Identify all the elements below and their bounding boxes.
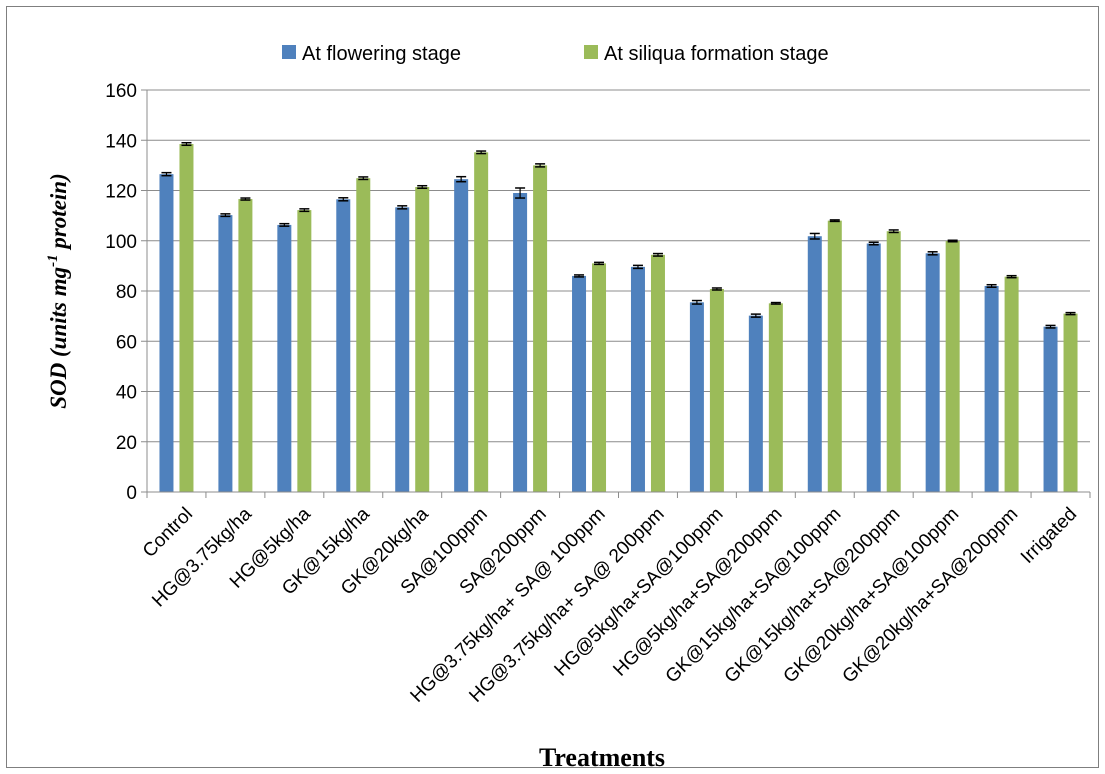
bar [297,210,312,492]
legend-swatch [584,45,598,59]
bar [709,288,724,492]
bar [768,303,783,492]
legend: At flowering stage At siliqua formation s… [282,43,829,65]
bar [513,193,528,492]
bar [827,220,842,492]
bar [1004,276,1019,492]
y-axis-title: SOD (units mg-1 protein) [45,173,71,409]
bar [159,174,174,492]
bar [454,179,469,492]
x-tick-labels: ControlHG@3.75kg/haHG@5kg/haGK@15kg/haGK… [139,503,1081,706]
bar [336,199,351,492]
bar [984,285,999,492]
bar [592,263,607,492]
legend-label: At siliqua formation stage [604,43,829,65]
y-tick-label: 40 [116,383,137,404]
bar [356,178,371,492]
legend-swatch [282,45,296,59]
bar [886,231,901,492]
bar [179,144,194,493]
bar [866,243,881,492]
bar [925,253,940,492]
bars [159,142,1078,493]
axes [146,90,1091,498]
bar [650,254,665,492]
y-axis-title-main: SOD (units mg [46,267,71,409]
y-tick-label: 80 [116,282,137,303]
y-tick-label: 60 [116,332,137,353]
x-tick-label: HG@3.75kg/ha [148,503,256,611]
y-axis-title-tail: protein) [46,173,71,254]
bar [277,224,292,492]
bar [807,236,822,492]
y-tick-label: 0 [126,483,137,504]
y-axis-title-superscript: -1 [45,254,61,267]
bar [572,275,587,492]
bar [748,315,763,492]
y-tick-label: 160 [105,81,137,102]
bar [218,215,233,492]
bar [533,165,548,492]
y-tick-label: 20 [116,433,137,454]
y-tick-labels: 0 20 40 60 80 100 120 140 160 [105,81,137,504]
bar [474,152,489,492]
x-tick-label: Control [139,504,197,562]
bar [689,302,704,492]
x-tick-label: Irrigated [1017,504,1081,568]
y-tick-label: 100 [105,232,137,253]
bar [1043,326,1058,492]
bar [630,266,645,492]
bar [945,241,960,492]
x-axis-title: Treatments [539,743,665,772]
bar [395,207,410,493]
legend-label: At flowering stage [302,43,461,65]
bar [415,186,430,493]
y-tick-label: 120 [105,182,137,203]
y-tick-label: 140 [105,131,137,152]
bar [1063,313,1078,492]
bar [238,199,253,493]
